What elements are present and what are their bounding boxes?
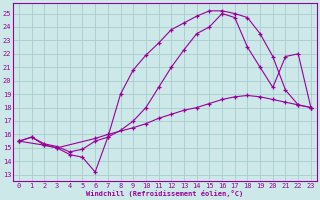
X-axis label: Windchill (Refroidissement éolien,°C): Windchill (Refroidissement éolien,°C) [86, 190, 244, 197]
